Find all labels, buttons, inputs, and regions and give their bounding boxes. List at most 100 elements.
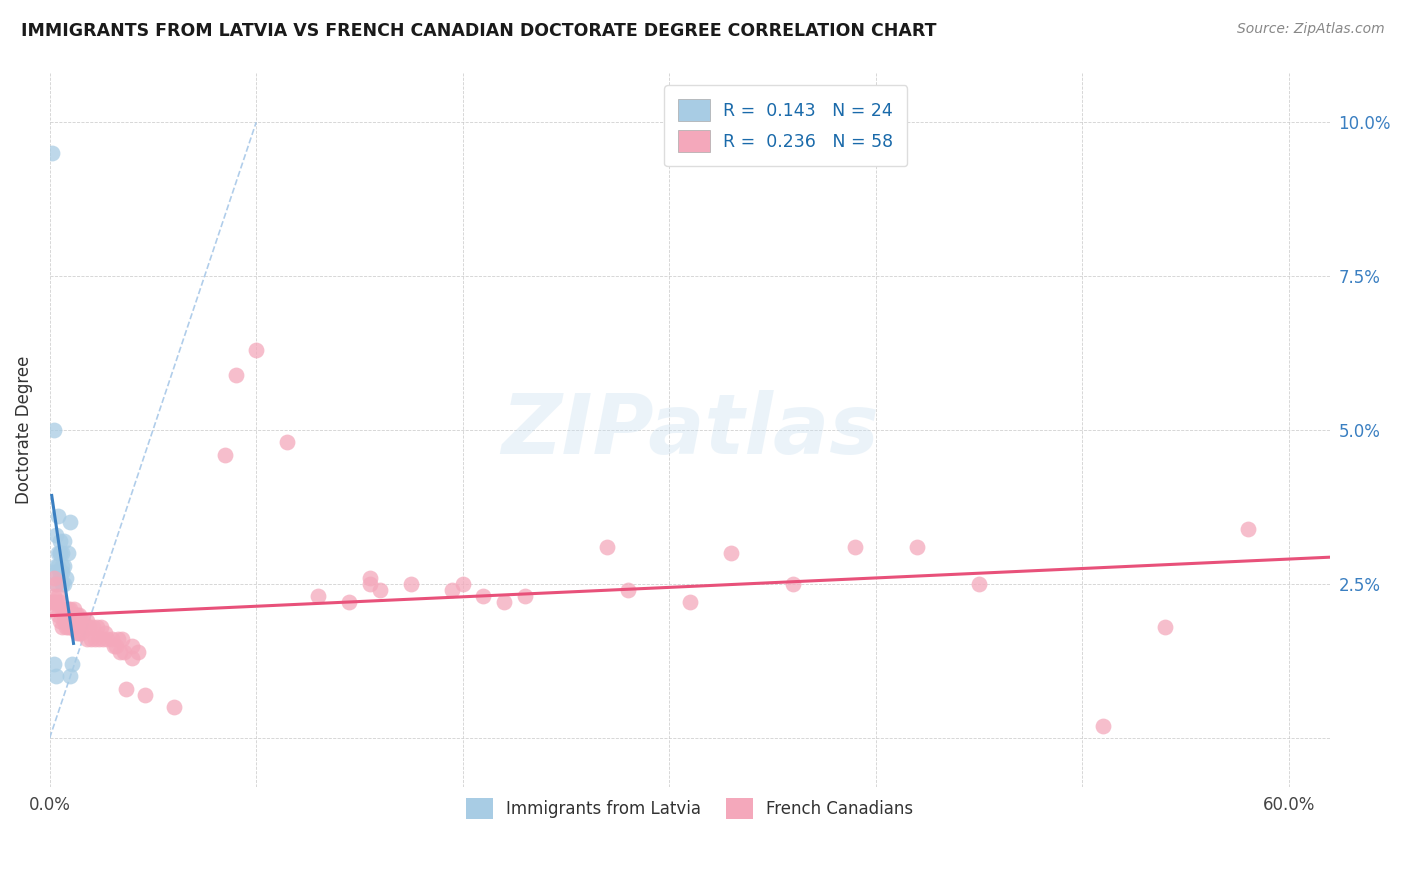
Point: [53, 558, 76, 573]
Point: [121, 651, 143, 665]
Point: [492, 595, 515, 609]
Point: [53, 577, 76, 591]
Point: [76, 614, 98, 628]
Point: [59, 669, 82, 683]
Point: [77, 620, 100, 634]
Point: [51, 558, 73, 573]
Point: [967, 577, 990, 591]
Point: [441, 583, 464, 598]
Point: [45, 595, 67, 609]
Point: [134, 688, 156, 702]
Point: [51, 565, 73, 579]
Point: [65, 607, 87, 622]
Point: [49, 595, 72, 609]
Point: [45, 601, 67, 615]
Point: [49, 546, 72, 560]
Point: [58, 546, 80, 560]
Point: [49, 571, 72, 585]
Point: [45, 669, 67, 683]
Text: IMMIGRANTS FROM LATVIA VS FRENCH CANADIAN DOCTORATE DEGREE CORRELATION CHART: IMMIGRANTS FROM LATVIA VS FRENCH CANADIA…: [21, 22, 936, 40]
Point: [337, 595, 360, 609]
Point: [1091, 718, 1114, 732]
Point: [96, 632, 118, 647]
Point: [63, 620, 86, 634]
Point: [51, 546, 73, 560]
Point: [55, 601, 77, 615]
Point: [41, 595, 63, 609]
Point: [225, 368, 247, 382]
Point: [89, 632, 111, 647]
Point: [617, 583, 640, 598]
Point: [42, 423, 65, 437]
Point: [276, 435, 298, 450]
Point: [63, 601, 86, 615]
Point: [86, 620, 108, 634]
Point: [42, 565, 65, 579]
Point: [42, 657, 65, 671]
Point: [53, 533, 76, 548]
Point: [46, 546, 69, 560]
Point: [104, 639, 127, 653]
Point: [53, 607, 76, 622]
Point: [844, 540, 866, 554]
Point: [49, 546, 72, 560]
Point: [214, 448, 236, 462]
Point: [65, 626, 87, 640]
Point: [46, 607, 69, 622]
Point: [368, 583, 391, 598]
Point: [72, 614, 94, 628]
Point: [127, 645, 149, 659]
Point: [103, 639, 125, 653]
Point: [359, 571, 381, 585]
Point: [782, 577, 804, 591]
Point: [69, 614, 91, 628]
Point: [107, 632, 129, 647]
Y-axis label: Doctorate Degree: Doctorate Degree: [15, 356, 32, 504]
Point: [49, 614, 72, 628]
Point: [94, 626, 117, 640]
Point: [472, 590, 495, 604]
Text: ZIPatlas: ZIPatlas: [501, 390, 879, 471]
Point: [58, 620, 80, 634]
Point: [90, 620, 112, 634]
Point: [905, 540, 928, 554]
Point: [53, 614, 76, 628]
Point: [93, 632, 115, 647]
Point: [59, 601, 82, 615]
Point: [41, 146, 63, 161]
Point: [46, 590, 69, 604]
Point: [55, 571, 77, 585]
Point: [67, 607, 90, 622]
Point: [82, 620, 104, 634]
Point: [45, 577, 67, 591]
Point: [55, 620, 77, 634]
Point: [46, 558, 69, 573]
Point: [46, 509, 69, 524]
Point: [58, 601, 80, 615]
Point: [60, 614, 83, 628]
Legend: Immigrants from Latvia, French Canadians: Immigrants from Latvia, French Canadians: [460, 791, 920, 825]
Point: [359, 577, 381, 591]
Point: [115, 681, 138, 696]
Point: [45, 558, 67, 573]
Point: [80, 632, 103, 647]
Point: [679, 595, 702, 609]
Point: [84, 632, 107, 647]
Point: [59, 620, 82, 634]
Point: [51, 577, 73, 591]
Point: [60, 657, 83, 671]
Point: [45, 577, 67, 591]
Point: [45, 527, 67, 541]
Point: [720, 546, 742, 560]
Point: [111, 632, 134, 647]
Point: [1236, 522, 1258, 536]
Point: [49, 533, 72, 548]
Point: [60, 607, 83, 622]
Point: [76, 632, 98, 647]
Point: [73, 620, 96, 634]
Point: [69, 626, 91, 640]
Point: [451, 577, 474, 591]
Point: [112, 645, 135, 659]
Point: [42, 590, 65, 604]
Point: [42, 595, 65, 609]
